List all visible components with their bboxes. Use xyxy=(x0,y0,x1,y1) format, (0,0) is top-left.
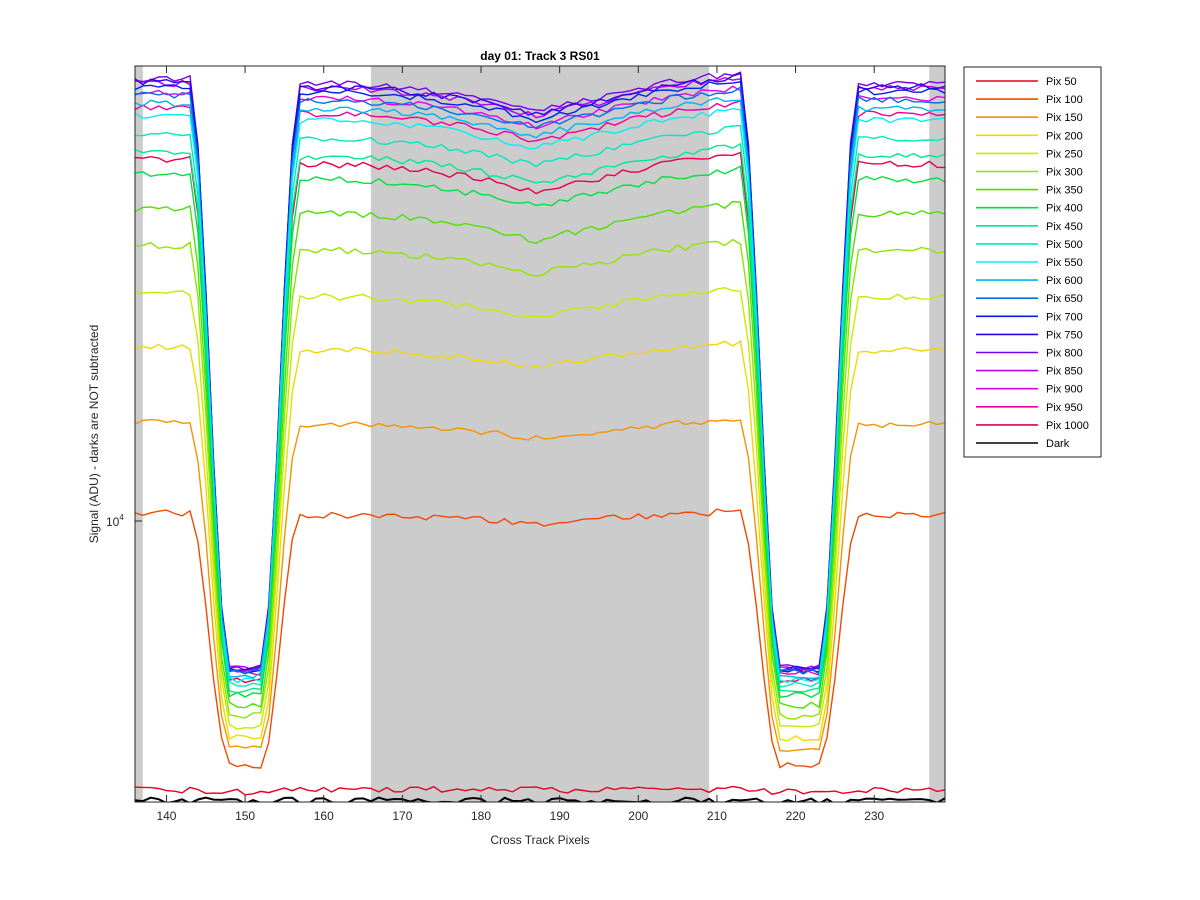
y-tick-label: 104 xyxy=(106,513,124,529)
legend-label-pix-600: Pix 600 xyxy=(1046,275,1083,287)
y-axis-title: Signal (ADU) - darks are NOT subtracted xyxy=(87,325,101,544)
legend-label-pix-1000: Pix 1000 xyxy=(1046,420,1089,432)
x-axis-title: Cross Track Pixels xyxy=(490,833,589,847)
series-line-pix-400 xyxy=(135,165,945,698)
series-line-pix-300 xyxy=(135,238,945,720)
x-tick-label-220: 220 xyxy=(786,809,806,823)
legend-label-pix-200: Pix 200 xyxy=(1046,130,1083,142)
x-tick-label-230: 230 xyxy=(864,809,884,823)
shaded-band-2 xyxy=(370,66,710,802)
legend-label-pix-550: Pix 550 xyxy=(1046,257,1083,269)
x-tick-label-150: 150 xyxy=(235,809,255,823)
series-line-pix-250 xyxy=(135,286,945,730)
legend-label-pix-100: Pix 100 xyxy=(1046,94,1083,106)
legend-label-pix-800: Pix 800 xyxy=(1046,348,1083,360)
series-line-pix-100 xyxy=(135,508,945,769)
series-lines xyxy=(135,71,945,802)
legend-label-pix-750: Pix 750 xyxy=(1046,329,1083,341)
x-tick-label-190: 190 xyxy=(550,809,570,823)
series-line-pix-150 xyxy=(135,418,945,752)
series-line-dark xyxy=(135,796,945,802)
plot-frame xyxy=(134,65,946,803)
shaded-band-3 xyxy=(929,66,945,802)
legend-label-pix-700: Pix 700 xyxy=(1046,311,1083,323)
shaded-bands xyxy=(135,66,945,802)
legend-label-pix-400: Pix 400 xyxy=(1046,203,1083,215)
chart-title: day 01: Track 3 RS01 xyxy=(480,49,600,63)
series-line-pix-200 xyxy=(135,339,945,742)
legend-label-pix-500: Pix 500 xyxy=(1046,239,1083,251)
legend-label-pix-450: Pix 450 xyxy=(1046,221,1083,233)
legend-label-pix-150: Pix 150 xyxy=(1046,112,1083,124)
x-tick-label-160: 160 xyxy=(314,809,334,823)
legend-label-pix-900: Pix 900 xyxy=(1046,384,1083,396)
legend-label-pix-50: Pix 50 xyxy=(1046,76,1077,88)
legend-label-dark: Dark xyxy=(1046,438,1070,450)
legend-label-pix-250: Pix 250 xyxy=(1046,148,1083,160)
legend-label-pix-650: Pix 650 xyxy=(1046,293,1083,305)
x-tick-label-170: 170 xyxy=(392,809,412,823)
legend-label-pix-350: Pix 350 xyxy=(1046,185,1083,197)
y-ticks: 104 xyxy=(106,513,142,529)
legend-label-pix-850: Pix 850 xyxy=(1046,366,1083,378)
x-tick-label-210: 210 xyxy=(707,809,727,823)
shaded-band-1 xyxy=(135,66,143,802)
series-line-pix-350 xyxy=(135,200,945,709)
x-tick-label-180: 180 xyxy=(471,809,491,823)
series-line-pix-50 xyxy=(135,785,945,796)
legend-label-pix-300: Pix 300 xyxy=(1046,167,1083,179)
legend: Pix 50 Pix 100 Pix 150 Pix 200 Pix 250 Pix 30… xyxy=(976,76,1089,450)
x-ticks: 140 150 160 170 180 190 200 210 220 230 xyxy=(156,66,885,823)
legend-label-pix-950: Pix 950 xyxy=(1046,402,1083,414)
x-tick-label-140: 140 xyxy=(156,809,176,823)
x-tick-label-200: 200 xyxy=(628,809,648,823)
